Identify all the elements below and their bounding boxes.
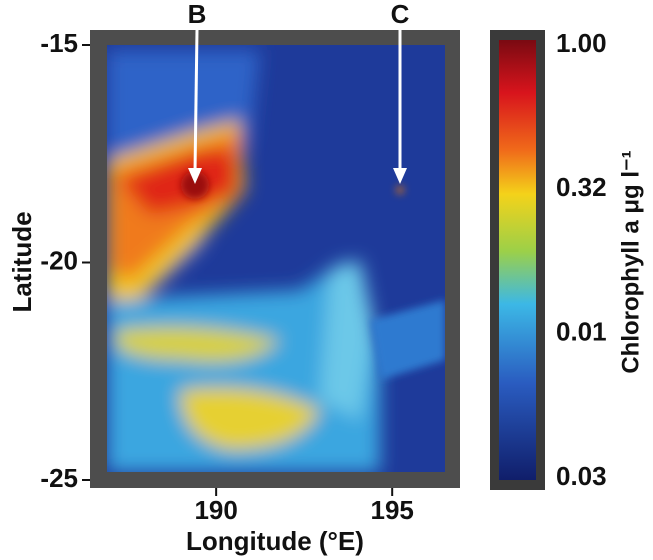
arrow-c-head (393, 168, 407, 184)
y-tick-label: -20 (40, 245, 78, 275)
chlorophyll-field (107, 45, 445, 472)
x-tick-label: 195 (370, 495, 413, 525)
annotation: B (188, 0, 207, 29)
colorbar-tick-label: 1.00 (556, 28, 607, 58)
colorbar-tick-label: 0.01 (556, 317, 607, 347)
y-axis-label: Latitude (7, 211, 37, 312)
x-axis-label: Longitude (°E) (186, 526, 364, 556)
colorbar (499, 40, 536, 480)
arrow-b-head (188, 168, 202, 184)
y-tick-label: -15 (40, 28, 78, 58)
arrow-b (193, 29, 199, 173)
colorbar-tick-label: 0.32 (556, 172, 607, 202)
y-tick-label: -25 (40, 463, 78, 493)
annotation: C (391, 0, 410, 29)
x-tick-label: 190 (194, 495, 237, 525)
colorbar-tick-label: 0.03 (556, 461, 607, 491)
colorbar-label: Chlorophyll a μg l⁻¹ (617, 150, 644, 373)
